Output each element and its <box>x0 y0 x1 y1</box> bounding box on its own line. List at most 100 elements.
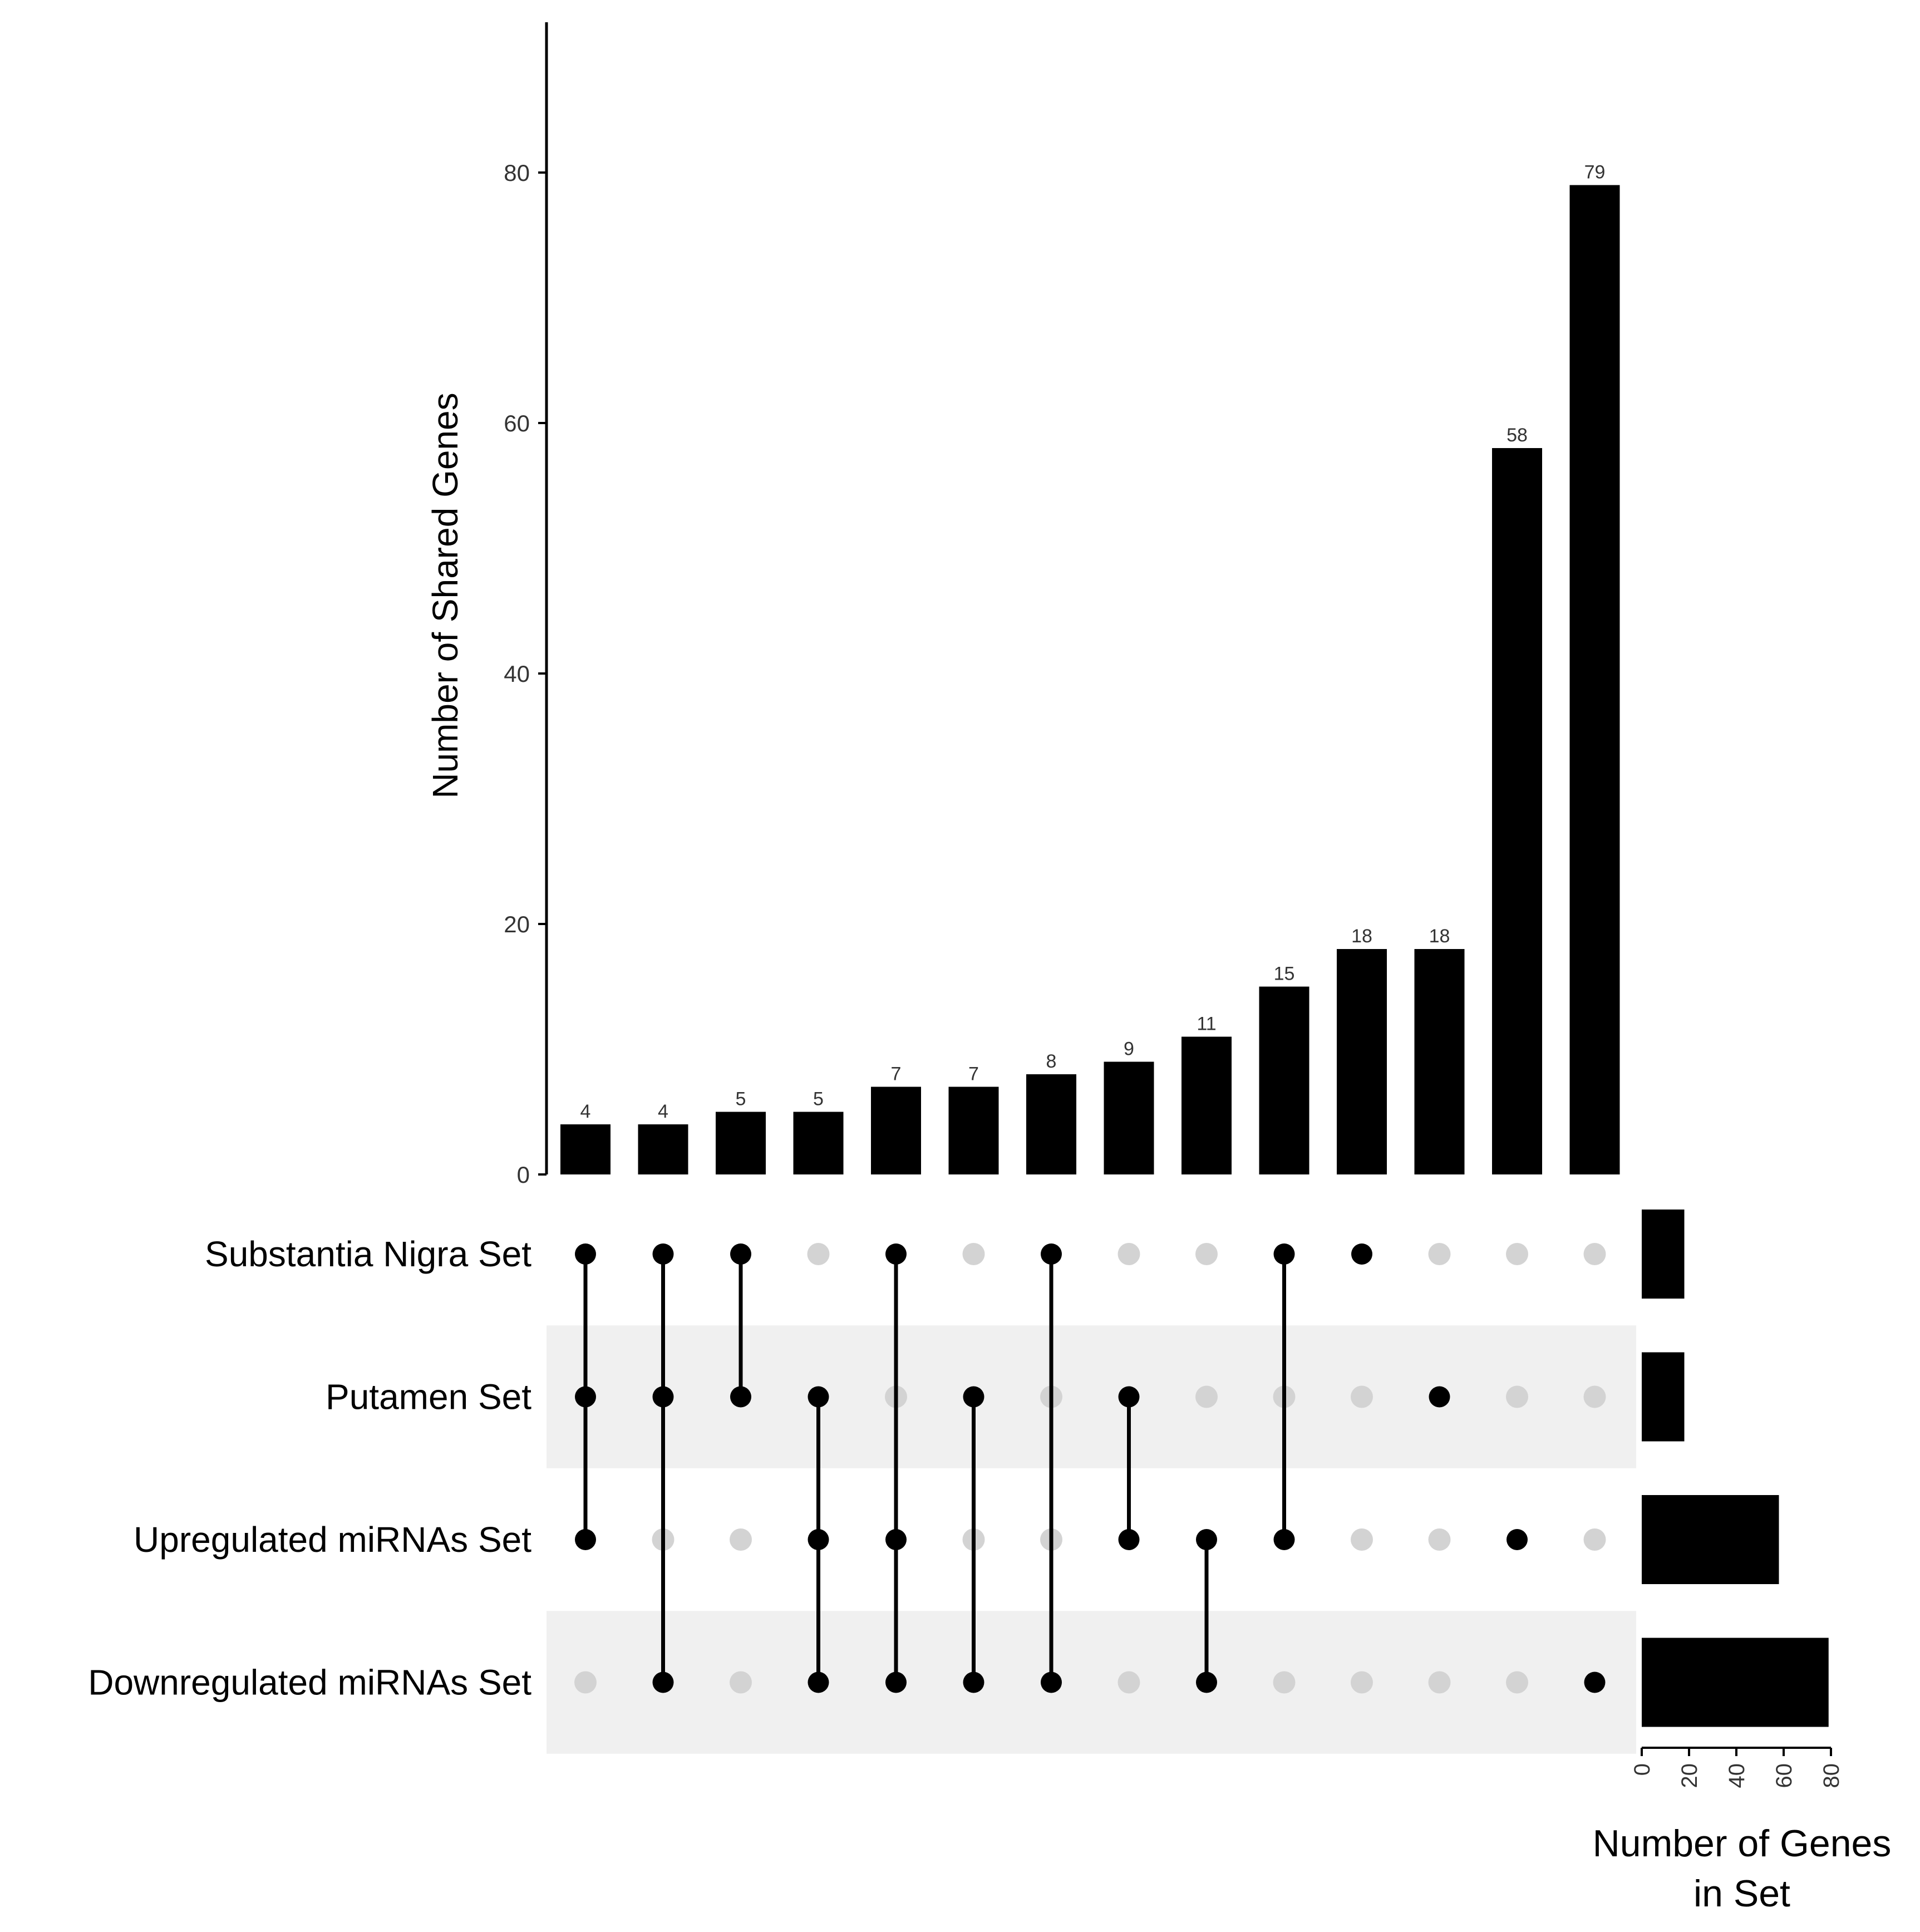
matrix-dot-inactive <box>1428 1528 1451 1551</box>
intersection-bar <box>948 1087 999 1174</box>
set-axis-tick-label: 60 <box>1772 1763 1796 1788</box>
matrix-dot-active <box>652 1243 674 1265</box>
matrix-dot-inactive <box>1351 1671 1373 1694</box>
matrix-dot-inactive <box>1583 1243 1606 1265</box>
y-axis-label: Number of Shared Genes <box>425 392 465 798</box>
matrix-dot-active <box>1273 1243 1295 1265</box>
matrix-dot-inactive <box>1195 1385 1218 1408</box>
matrix-dot-active <box>1507 1529 1528 1550</box>
matrix-dot-active <box>1429 1386 1450 1408</box>
matrix-dot-inactive <box>1351 1385 1373 1408</box>
intersection-bar <box>638 1124 688 1174</box>
matrix-dot-inactive <box>730 1671 752 1694</box>
intersection-bar <box>1181 1036 1232 1174</box>
matrix-dot-active <box>963 1386 984 1408</box>
matrix-dot-active <box>1196 1529 1217 1550</box>
matrix-dot-inactive <box>1117 1671 1140 1694</box>
matrix-dot-active <box>575 1243 596 1265</box>
matrix-dot-inactive <box>574 1671 597 1694</box>
intersection-bar <box>793 1112 844 1174</box>
intersection-bar <box>1414 949 1465 1174</box>
bar-value-label: 8 <box>1046 1051 1057 1072</box>
set-labels: Substantia Nigra Set Putamen Set Upregulat… <box>88 1234 531 1703</box>
matrix-dot-active <box>1041 1672 1062 1693</box>
intersection-bar <box>1492 448 1542 1174</box>
bar-value-label: 11 <box>1197 1014 1216 1035</box>
set-size-bars <box>1642 1210 1829 1727</box>
set-size-bar <box>1642 1495 1779 1584</box>
matrix-stripes <box>547 1325 1636 1754</box>
matrix-dot-active <box>575 1529 596 1550</box>
matrix-dot-inactive <box>1428 1671 1451 1694</box>
membership-matrix <box>574 1243 1606 1694</box>
matrix-dot-inactive <box>1506 1385 1528 1408</box>
bar-value-label: 4 <box>658 1101 668 1122</box>
set-label: Upregulated miRNAs Set <box>134 1520 531 1560</box>
y-tick-label: 20 <box>504 911 530 937</box>
set-axis-tick-label: 80 <box>1819 1763 1844 1788</box>
matrix-dot-inactive <box>807 1243 830 1265</box>
intersection-bars: 4 4 5 5 7 7 8 9 11 15 18 18 58 79 <box>560 162 1620 1174</box>
matrix-dot-active <box>652 1386 674 1408</box>
matrix-dot-active <box>1273 1529 1295 1550</box>
intersection-bar <box>560 1124 611 1174</box>
matrix-dot-active <box>808 1386 829 1408</box>
matrix-dot-active <box>963 1672 984 1693</box>
matrix-stripe <box>547 1611 1636 1754</box>
matrix-dot-active <box>885 1243 907 1265</box>
matrix-dot-active <box>1118 1386 1140 1408</box>
bar-value-label: 18 <box>1429 926 1450 947</box>
set-size-axis-label-line-1: Number of Genes <box>1593 1822 1892 1865</box>
y-tick-label: 80 <box>504 160 530 186</box>
matrix-dot-active <box>652 1672 674 1693</box>
y-tick-label: 40 <box>504 661 530 687</box>
bar-value-label: 18 <box>1351 926 1372 947</box>
set-size-bar <box>1642 1352 1685 1442</box>
bar-value-label: 5 <box>736 1089 746 1110</box>
bar-value-label: 4 <box>580 1101 591 1122</box>
intersection-bar <box>1026 1074 1076 1174</box>
bar-value-label: 79 <box>1584 162 1606 183</box>
matrix-dot-inactive <box>1506 1671 1528 1694</box>
intersection-bar <box>1104 1061 1154 1174</box>
set-axis-tick-label: 20 <box>1677 1763 1702 1788</box>
set-size-bar <box>1642 1638 1829 1727</box>
matrix-dot-inactive <box>1506 1243 1528 1265</box>
matrix-dot-inactive <box>1583 1385 1606 1408</box>
matrix-dot-active <box>1196 1672 1217 1693</box>
matrix-dot-active <box>808 1672 829 1693</box>
y-tick-label: 0 <box>517 1162 530 1188</box>
matrix-dot-active <box>730 1386 751 1408</box>
matrix-dot-inactive <box>730 1528 752 1551</box>
set-axis-tick-label: 40 <box>1725 1763 1749 1788</box>
intersection-bar <box>1569 185 1620 1174</box>
matrix-dot-active <box>885 1672 907 1693</box>
set-size-axis-label-line-2: in Set <box>1693 1872 1790 1915</box>
set-size-axis: Number of Genes in Set 0 20 40 60 80 <box>1593 1747 1892 1915</box>
matrix-dot-inactive <box>1351 1528 1373 1551</box>
set-label: Putamen Set <box>326 1377 531 1417</box>
intersection-bar <box>871 1087 921 1174</box>
bar-value-label: 58 <box>1507 425 1528 446</box>
matrix-dot-active <box>885 1529 907 1550</box>
bar-value-label: 7 <box>891 1064 902 1085</box>
matrix-dot-inactive <box>1428 1243 1451 1265</box>
bar-value-label: 7 <box>968 1064 979 1085</box>
matrix-dot-inactive <box>1195 1243 1218 1265</box>
bar-value-label: 15 <box>1274 963 1295 985</box>
matrix-dot-inactive <box>962 1243 985 1265</box>
intersection-bar <box>1259 986 1309 1174</box>
intersection-bar <box>716 1112 766 1174</box>
matrix-dot-active <box>1584 1672 1606 1693</box>
set-label: Substantia Nigra Set <box>205 1234 531 1274</box>
matrix-dot-active <box>1118 1529 1140 1550</box>
matrix-dot-active <box>575 1386 596 1408</box>
bar-value-label: 5 <box>813 1089 824 1110</box>
bar-value-label: 9 <box>1124 1039 1134 1060</box>
set-label: Downregulated miRNAs Set <box>88 1663 531 1703</box>
set-axis-tick-label: 0 <box>1630 1763 1655 1776</box>
matrix-dot-inactive <box>1583 1528 1606 1551</box>
intersection-y-axis: Number of Shared Genes 0 20 40 60 80 <box>425 22 548 1188</box>
matrix-dot-active <box>808 1529 829 1550</box>
